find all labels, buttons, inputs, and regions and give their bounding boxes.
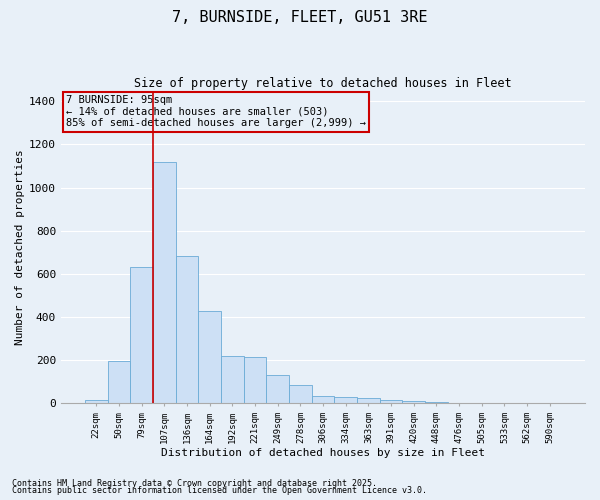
Bar (334, 397, 357, 404)
Bar (289, 385, 311, 404)
Bar (107, 362, 130, 404)
Title: Size of property relative to detached houses in Fleet: Size of property relative to detached ho… (134, 78, 512, 90)
Text: 7 BURNSIDE: 95sqm
← 14% of detached houses are smaller (503)
85% of semi-detache: 7 BURNSIDE: 95sqm ← 14% of detached hous… (66, 95, 366, 128)
Text: Contains HM Land Registry data © Crown copyright and database right 2025.: Contains HM Land Registry data © Crown c… (12, 478, 377, 488)
Y-axis label: Number of detached properties: Number of detached properties (15, 149, 25, 345)
Bar (311, 396, 334, 404)
Bar (130, 268, 153, 404)
Bar (153, 162, 176, 404)
Bar (221, 356, 244, 404)
Bar (425, 402, 448, 404)
Bar (198, 310, 221, 404)
Bar (448, 403, 470, 404)
Bar (266, 376, 289, 404)
Bar (403, 402, 425, 404)
Text: 7, BURNSIDE, FLEET, GU51 3RE: 7, BURNSIDE, FLEET, GU51 3RE (172, 10, 428, 25)
Text: Contains public sector information licensed under the Open Government Licence v3: Contains public sector information licen… (12, 486, 427, 495)
Bar (85, 400, 107, 404)
Bar (244, 357, 266, 404)
X-axis label: Distribution of detached houses by size in Fleet: Distribution of detached houses by size … (161, 448, 485, 458)
Bar (380, 400, 403, 404)
Bar (176, 256, 198, 404)
Bar (357, 398, 380, 404)
